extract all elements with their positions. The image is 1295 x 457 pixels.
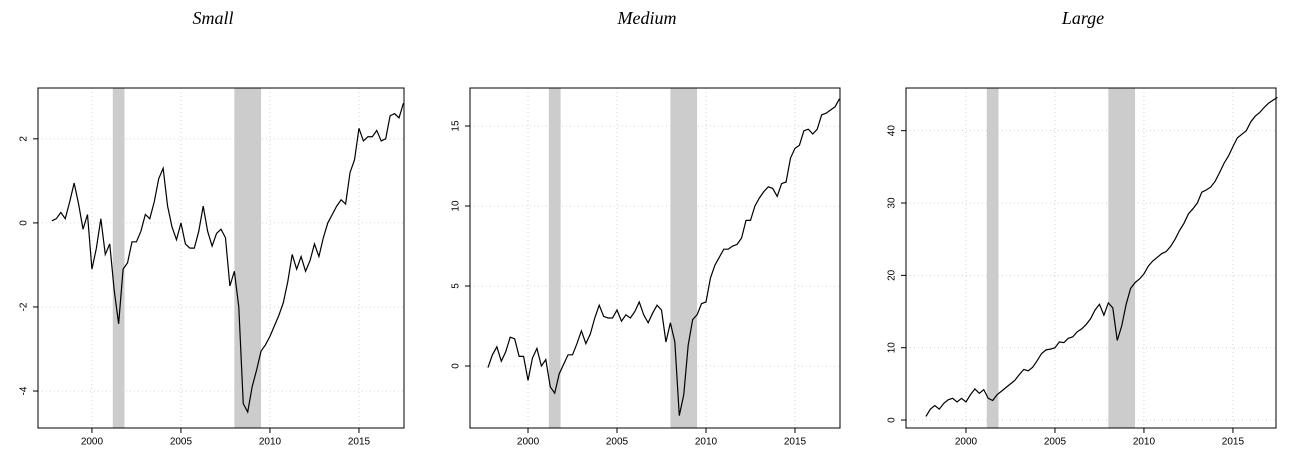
series-line — [487, 98, 840, 416]
y-tick-label: 0 — [887, 417, 898, 423]
plot-frame — [905, 87, 1277, 429]
y-tick-label: 0 — [451, 363, 462, 369]
y-tick-label: -4 — [19, 386, 30, 395]
x-tick-label: 2010 — [695, 437, 718, 448]
y-tick-label: 10 — [887, 342, 898, 354]
x-tick-label: 2000 — [955, 437, 978, 448]
y-tick-label: -2 — [19, 302, 30, 311]
x-tick-label: 2015 — [348, 437, 371, 448]
x-tick-label: 2000 — [517, 437, 540, 448]
y-tick-label: 10 — [451, 200, 462, 212]
x-tick-label: 2005 — [606, 437, 629, 448]
panel-title: Medium — [617, 8, 677, 28]
x-tick-label: 2015 — [1222, 437, 1245, 448]
series-line — [51, 102, 405, 414]
series-line — [925, 96, 1278, 417]
y-tick-label: 40 — [887, 125, 898, 137]
x-tick-label: 2015 — [784, 437, 807, 448]
recession-band — [548, 88, 561, 428]
y-tick-label: 15 — [451, 120, 462, 132]
recession-band — [1108, 88, 1136, 428]
x-tick-label: 2010 — [259, 437, 282, 448]
x-tick-label: 2005 — [1044, 437, 1067, 448]
y-tick-label: 0 — [19, 220, 30, 226]
y-tick-label: 20 — [887, 269, 898, 281]
recession-band — [112, 88, 125, 428]
panel-title: Small — [192, 8, 233, 28]
recession-band — [670, 88, 698, 428]
x-tick-label: 2005 — [170, 437, 193, 448]
plot-frame — [37, 87, 405, 429]
x-tick-label: 2000 — [81, 437, 104, 448]
y-tick-label: 5 — [451, 283, 462, 289]
plot-frame — [469, 87, 841, 429]
panel-title: Large — [1061, 8, 1104, 28]
x-tick-label: 2010 — [1133, 437, 1156, 448]
recession-band — [986, 88, 999, 428]
y-tick-label: 2 — [19, 136, 30, 142]
y-tick-label: 30 — [887, 197, 898, 209]
